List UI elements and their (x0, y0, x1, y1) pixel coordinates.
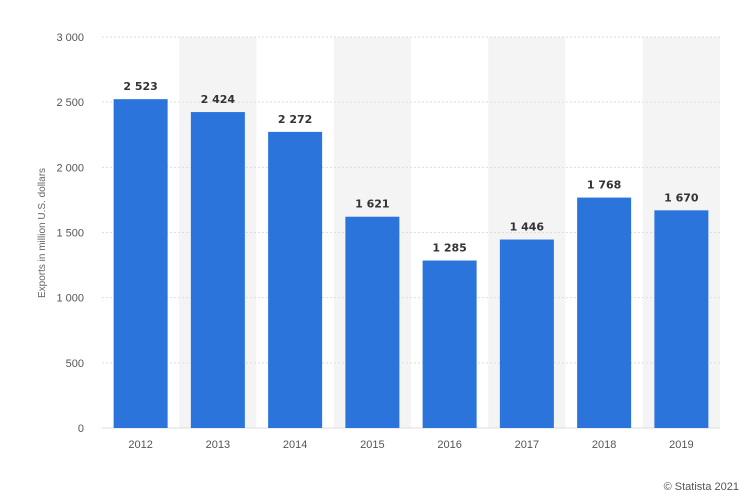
y-tick-label: 2 500 (56, 97, 84, 109)
value-labels: 2 523 2 424 2 272 1 621 1 285 1 446 1 768 1 670 (123, 80, 699, 254)
value-label-2017: 1 446 (510, 221, 545, 234)
bar-2012[interactable] (113, 99, 168, 428)
x-tick-label-2013: 2013 (206, 439, 230, 451)
x-tick-label-2016: 2016 (437, 439, 461, 451)
y-tick-label: 500 (66, 358, 84, 370)
x-tick-label-2015: 2015 (360, 439, 384, 451)
value-label-2014: 2 272 (278, 113, 312, 126)
x-tick-label-2018: 2018 (592, 439, 616, 451)
y-tick-label: 3 000 (56, 32, 84, 44)
y-axis-title: Exports in million U.S. dollars (37, 168, 48, 298)
bar-2018[interactable] (577, 197, 632, 428)
statista-credit[interactable]: © Statista 2021 (663, 481, 739, 493)
value-label-2018: 1 768 (587, 179, 621, 192)
bar-2017[interactable] (499, 239, 554, 428)
y-tick-label: 2 000 (56, 162, 84, 174)
value-label-2015: 1 621 (355, 198, 389, 211)
bar-2016[interactable] (422, 260, 477, 428)
y-tick-label: 0 (78, 423, 84, 435)
bars (113, 99, 709, 429)
bar-2015[interactable] (345, 216, 400, 428)
bar-2013[interactable] (190, 112, 245, 429)
y-axis-ticks: 0 500 1 000 1 500 2 000 2 500 3 000 (56, 32, 84, 435)
x-tick-label-2012: 2012 (128, 439, 152, 451)
y-tick-label: 1 000 (56, 293, 84, 305)
value-label-2019: 1 670 (664, 191, 699, 204)
x-axis-ticks: 2012 2013 2014 2015 2016 2017 2018 2019 (128, 439, 693, 451)
x-tick-label-2014: 2014 (283, 439, 307, 451)
bar-2014[interactable] (268, 131, 323, 428)
y-tick-label: 1 500 (56, 228, 84, 240)
x-tick-label-2017: 2017 (515, 439, 539, 451)
x-tick-label-2019: 2019 (669, 439, 693, 451)
value-label-2012: 2 523 (123, 80, 157, 93)
value-label-2013: 2 424 (201, 93, 236, 106)
value-label-2016: 1 285 (432, 242, 466, 255)
bar-2019[interactable] (654, 210, 709, 428)
